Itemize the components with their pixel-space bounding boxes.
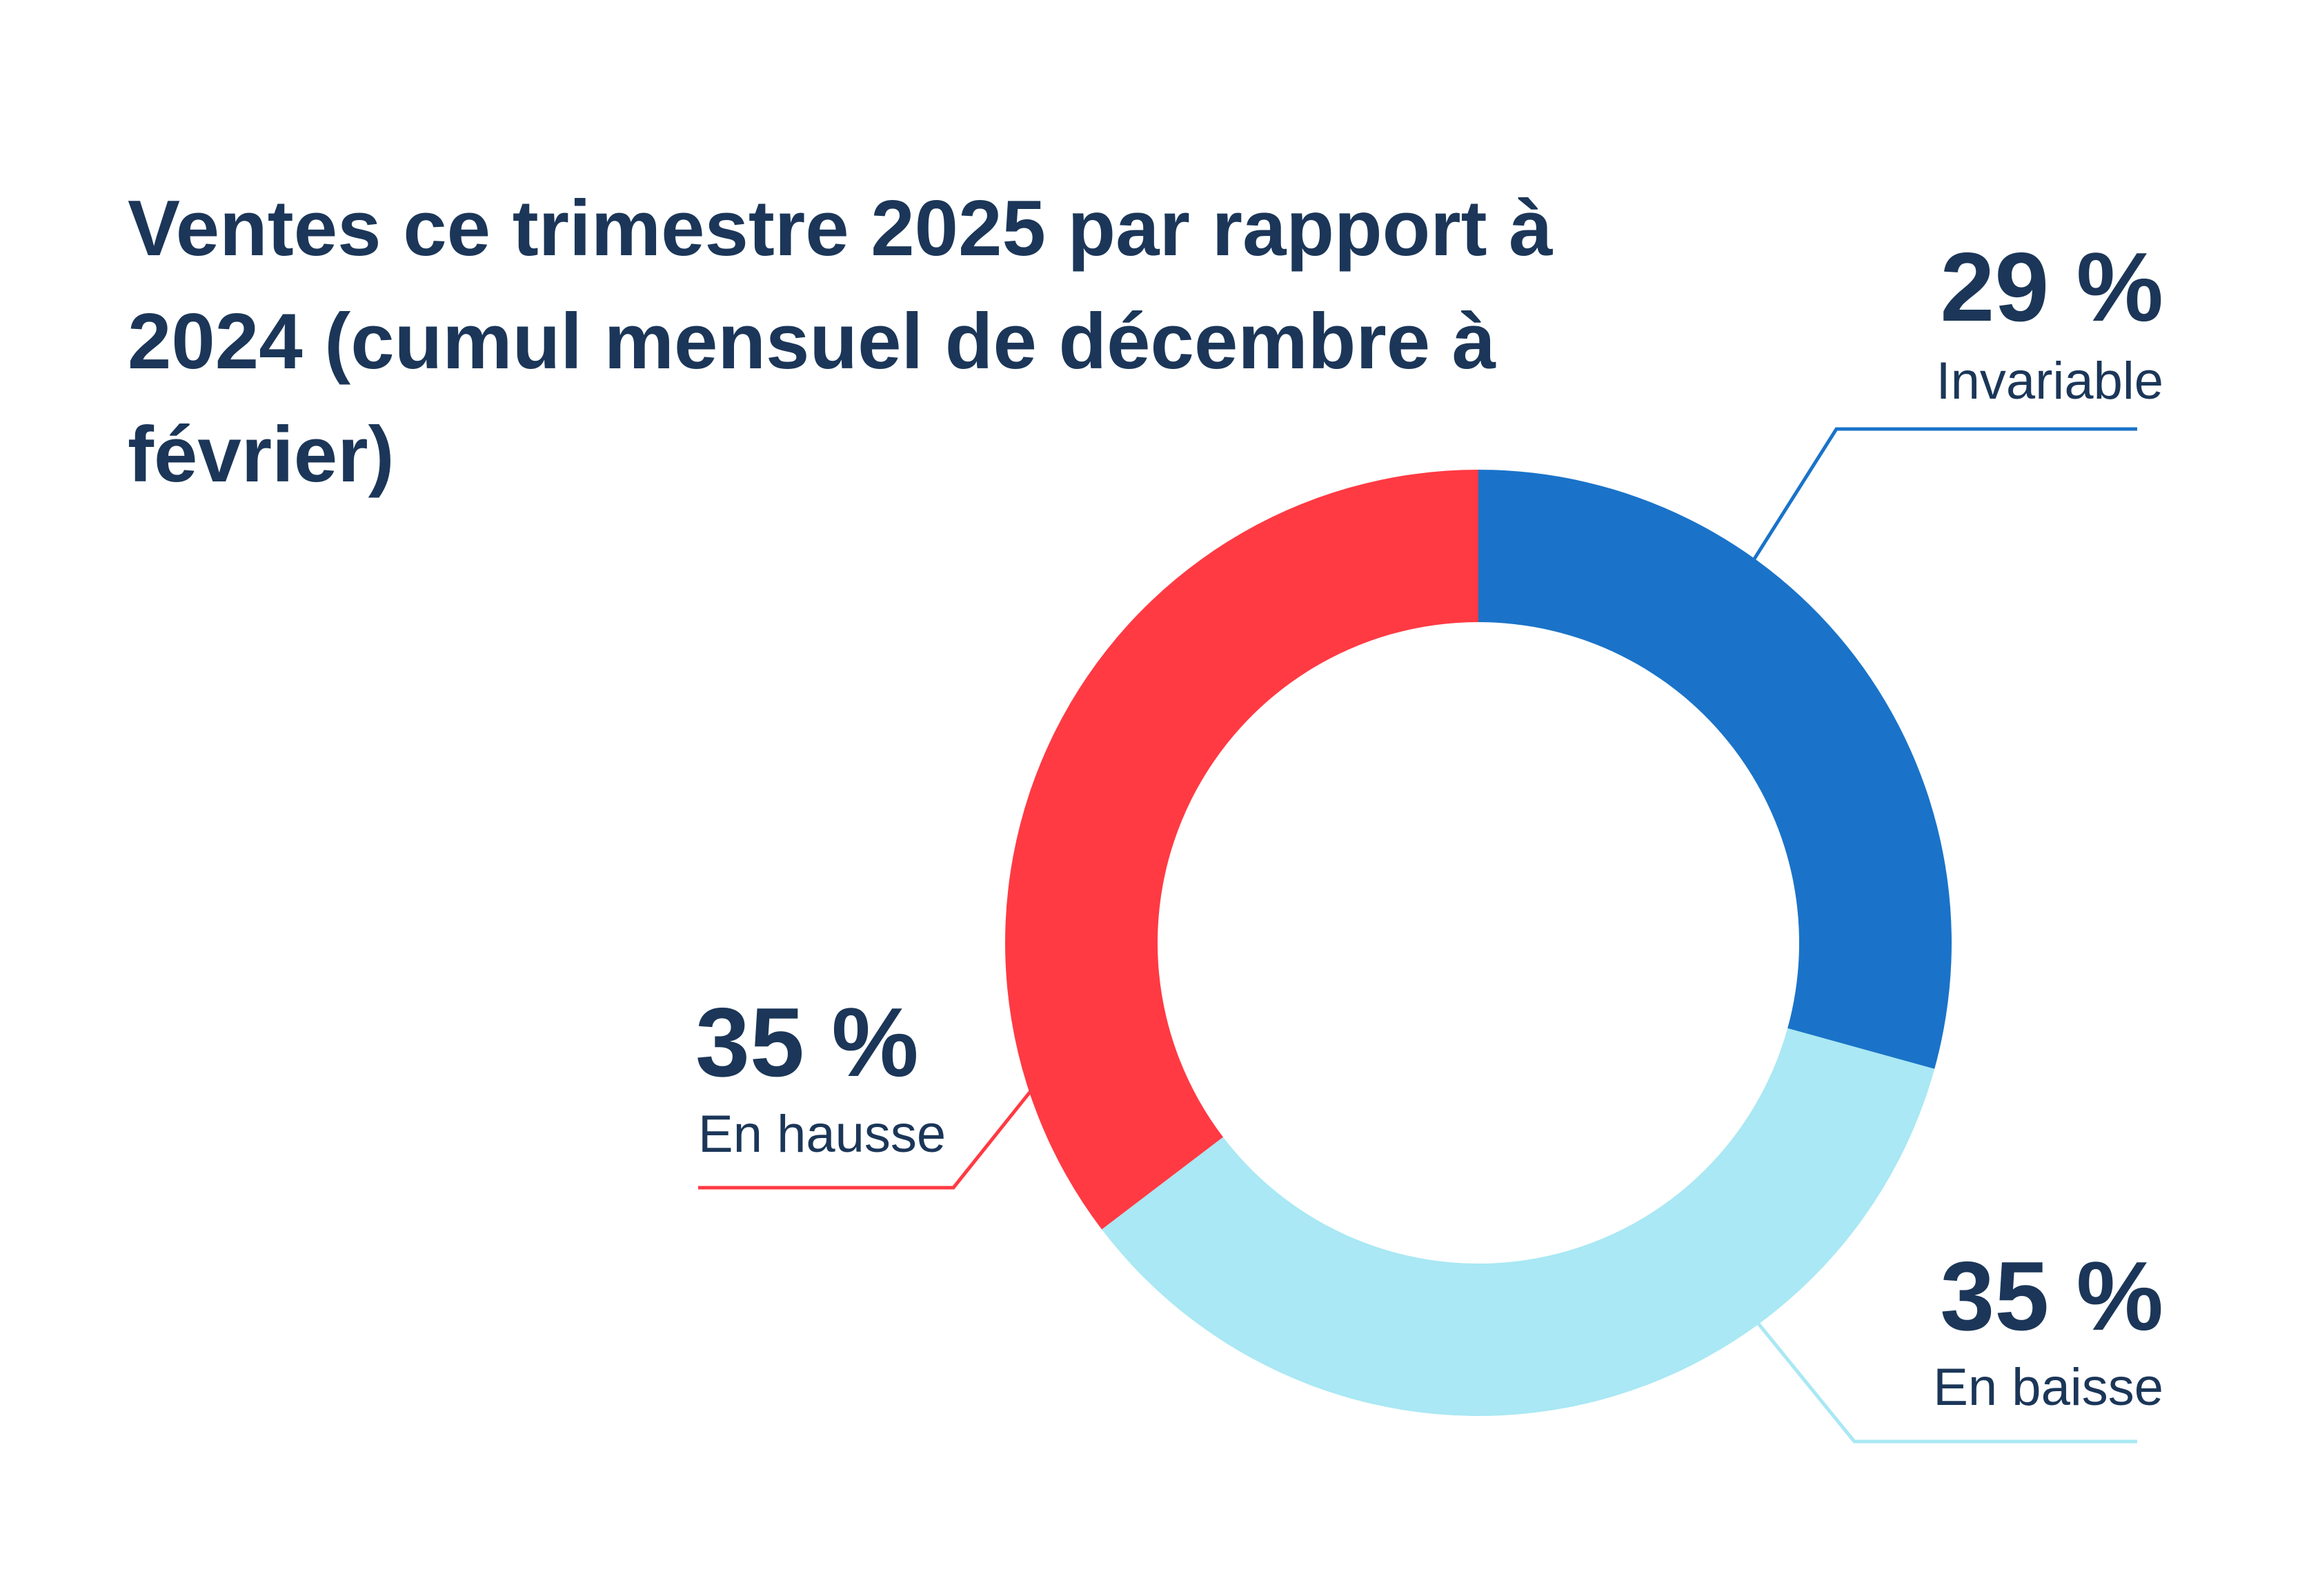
- chart-title: Ventes ce trimestre 2025 par rapport à 2…: [128, 185, 1553, 499]
- category-label-invariable: Invariable: [1936, 352, 2163, 410]
- slice-invariable: [1478, 470, 1952, 1069]
- category-label-en-hausse: En hausse: [698, 1105, 946, 1164]
- value-label-en-hausse: 35 %: [695, 988, 919, 1097]
- leader-line-invariable: [1750, 427, 2137, 563]
- value-label-en-baisse: 35 %: [1940, 1241, 2163, 1351]
- category-label-en-baisse: En baisse: [1933, 1358, 2163, 1417]
- leader-line-en-hausse: [698, 1090, 1032, 1190]
- leader-line-en-baisse: [1756, 1321, 2137, 1444]
- slice-en-hausse: [1005, 470, 1478, 1230]
- donut-slices: [1005, 470, 1952, 1417]
- value-label-invariable: 29 %: [1940, 232, 2163, 342]
- slice-en-baisse: [1102, 1028, 1935, 1417]
